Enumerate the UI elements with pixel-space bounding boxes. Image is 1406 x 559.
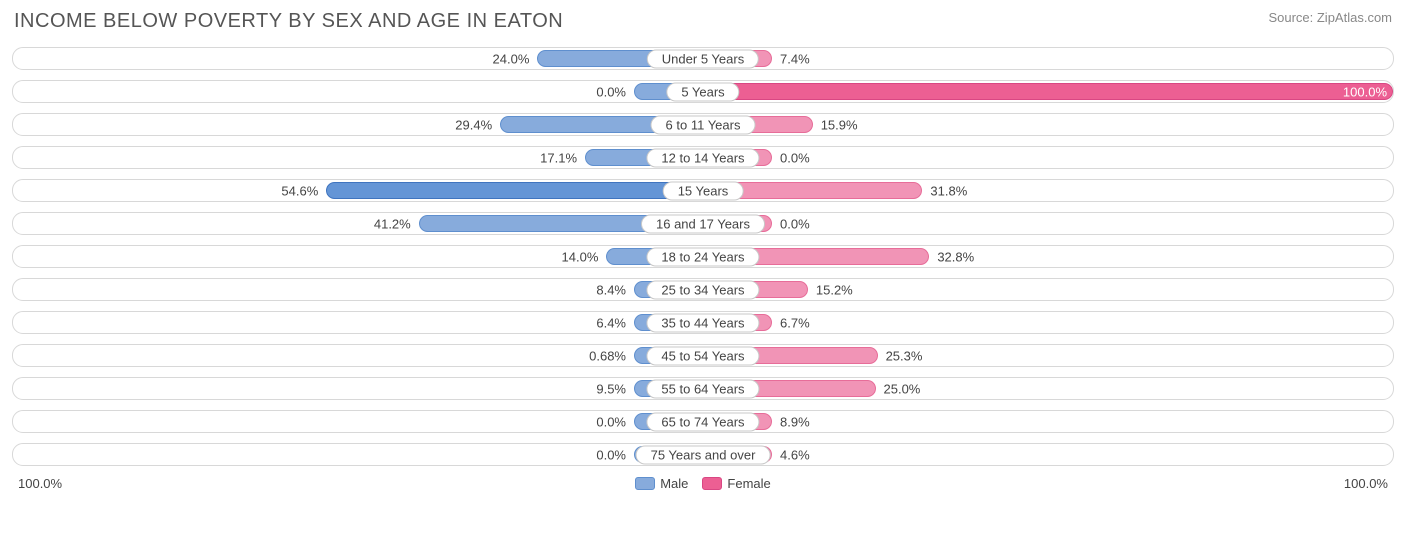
male-pct: 24.0% xyxy=(493,51,530,66)
age-label: 5 Years xyxy=(666,82,739,101)
female-pct: 32.8% xyxy=(937,249,974,264)
male-pct: 54.6% xyxy=(281,183,318,198)
female-pct: 7.4% xyxy=(780,51,810,66)
chart-row: 24.0% 7.4% Under 5 Years xyxy=(12,47,1394,70)
male-bar xyxy=(326,182,703,199)
chart-rows: 24.0% 7.4% Under 5 Years 0.0% 100.0% 5 Years 2… xyxy=(12,47,1394,466)
female-pct: 100.0% xyxy=(1343,84,1387,99)
legend-male: Male xyxy=(635,476,688,491)
age-label: Under 5 Years xyxy=(647,49,759,68)
male-pct: 6.4% xyxy=(596,315,626,330)
age-label: 6 to 11 Years xyxy=(651,115,756,134)
chart-row: 0.0% 100.0% 5 Years xyxy=(12,80,1394,103)
female-pct: 25.3% xyxy=(886,348,923,363)
female-pct: 6.7% xyxy=(780,315,810,330)
age-label: 15 Years xyxy=(663,181,744,200)
male-pct: 9.5% xyxy=(596,381,626,396)
axis-left-max: 100.0% xyxy=(18,476,62,491)
female-swatch-icon xyxy=(702,477,722,490)
female-pct: 4.6% xyxy=(780,447,810,462)
age-label: 55 to 64 Years xyxy=(646,379,759,398)
male-pct: 0.0% xyxy=(596,84,626,99)
male-pct: 41.2% xyxy=(374,216,411,231)
male-pct: 0.0% xyxy=(596,447,626,462)
legend-female: Female xyxy=(702,476,770,491)
chart-title: INCOME BELOW POVERTY BY SEX AND AGE IN E… xyxy=(14,10,563,33)
female-pct: 0.0% xyxy=(780,216,810,231)
age-label: 35 to 44 Years xyxy=(646,313,759,332)
chart-row: 29.4% 15.9% 6 to 11 Years xyxy=(12,113,1394,136)
age-label: 25 to 34 Years xyxy=(646,280,759,299)
age-label: 65 to 74 Years xyxy=(646,412,759,431)
male-pct: 0.68% xyxy=(589,348,626,363)
female-pct: 0.0% xyxy=(780,150,810,165)
male-pct: 29.4% xyxy=(455,117,492,132)
chart-row: 0.0% 8.9% 65 to 74 Years xyxy=(12,410,1394,433)
female-bar xyxy=(703,83,1393,100)
age-label: 45 to 54 Years xyxy=(646,346,759,365)
age-label: 18 to 24 Years xyxy=(646,247,759,266)
chart-row: 41.2% 0.0% 16 and 17 Years xyxy=(12,212,1394,235)
chart-row: 14.0% 32.8% 18 to 24 Years xyxy=(12,245,1394,268)
legend-female-label: Female xyxy=(727,476,770,491)
female-pct: 25.0% xyxy=(884,381,921,396)
axis-right-max: 100.0% xyxy=(1344,476,1388,491)
chart-row: 54.6% 31.8% 15 Years xyxy=(12,179,1394,202)
chart-row: 17.1% 0.0% 12 to 14 Years xyxy=(12,146,1394,169)
chart-row: 6.4% 6.7% 35 to 44 Years xyxy=(12,311,1394,334)
male-swatch-icon xyxy=(635,477,655,490)
female-pct: 15.2% xyxy=(816,282,853,297)
legend-male-label: Male xyxy=(660,476,688,491)
male-pct: 0.0% xyxy=(596,414,626,429)
chart-row: 9.5% 25.0% 55 to 64 Years xyxy=(12,377,1394,400)
chart-row: 0.0% 4.6% 75 Years and over xyxy=(12,443,1394,466)
female-pct: 15.9% xyxy=(821,117,858,132)
chart-row: 0.68% 25.3% 45 to 54 Years xyxy=(12,344,1394,367)
male-pct: 8.4% xyxy=(596,282,626,297)
age-label: 75 Years and over xyxy=(636,445,771,464)
age-label: 16 and 17 Years xyxy=(641,214,765,233)
legend: Male Female xyxy=(635,476,771,491)
age-label: 12 to 14 Years xyxy=(646,148,759,167)
source-label: Source: ZipAtlas.com xyxy=(1268,10,1392,25)
chart-row: 8.4% 15.2% 25 to 34 Years xyxy=(12,278,1394,301)
female-pct: 31.8% xyxy=(930,183,967,198)
male-pct: 17.1% xyxy=(540,150,577,165)
male-pct: 14.0% xyxy=(562,249,599,264)
female-pct: 8.9% xyxy=(780,414,810,429)
